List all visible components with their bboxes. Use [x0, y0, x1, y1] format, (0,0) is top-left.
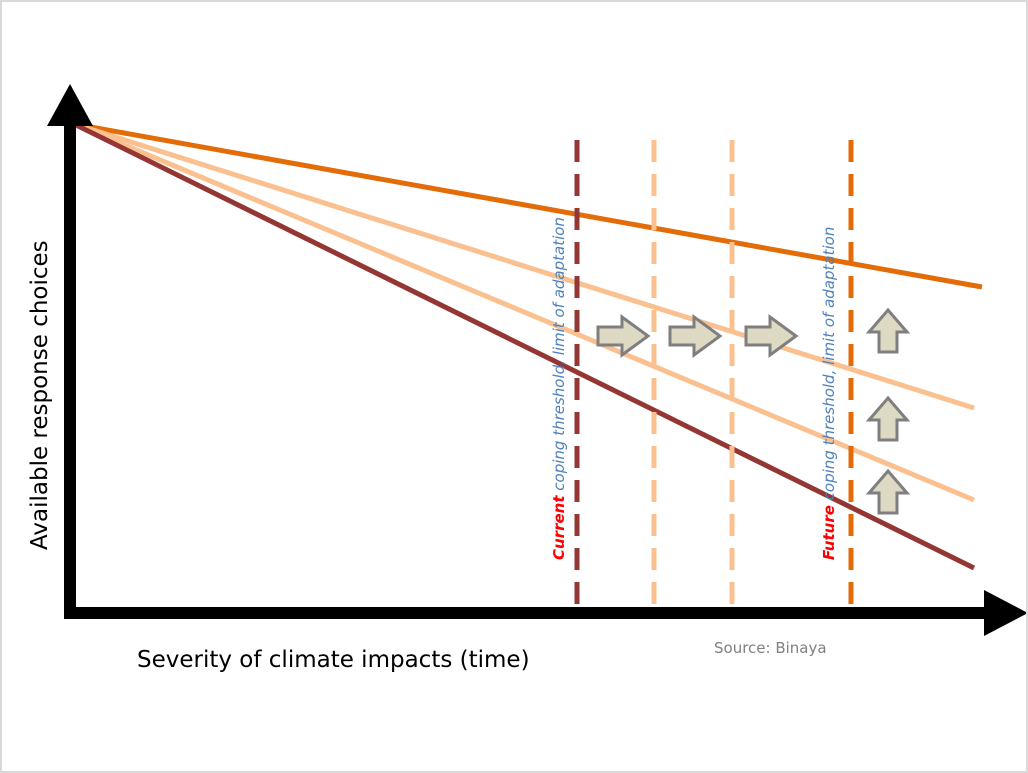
arrow-right-icon	[668, 315, 722, 357]
x-axis-arrowhead-icon	[984, 590, 1026, 636]
x-axis-label: Severity of climate impacts (time)	[137, 647, 530, 673]
y-axis-label: Available response choices	[27, 240, 53, 550]
response-line-light-upper	[73, 121, 975, 411]
current-threshold-rest: coping threshold, limit of adaptation	[550, 217, 568, 495]
arrow-up-icon	[867, 396, 909, 442]
response-line-lower	[72, 121, 976, 571]
future-threshold-emphasis: Future	[820, 505, 838, 560]
response-line-upper	[73, 121, 983, 290]
current-threshold-emphasis: Current	[550, 495, 568, 560]
future-threshold-rest: coping threshold, limit of adaptation	[820, 227, 838, 505]
response-line-light-lower	[73, 121, 975, 503]
source-note: Source: Binaya	[714, 639, 827, 657]
arrow-right-icon	[596, 315, 650, 357]
future-threshold-label: Future coping threshold, limit of adapta…	[820, 227, 838, 560]
arrow-up-icon	[867, 308, 909, 354]
current-threshold-label: Current coping threshold, limit of adapt…	[550, 217, 568, 560]
arrow-up-icon	[867, 469, 909, 515]
y-axis-arrowhead-icon	[47, 84, 93, 126]
